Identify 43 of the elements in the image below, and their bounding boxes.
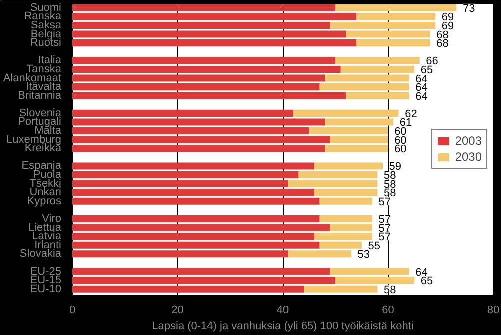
total-label: 57 xyxy=(378,196,392,208)
bar xyxy=(330,22,436,30)
total-label: 55 xyxy=(368,240,381,252)
x-axis-title: Lapsia (0-14) ja vanhuksia (yli 65) 100 työikäistä kohti xyxy=(152,320,414,332)
total-label: 68 xyxy=(436,38,449,50)
bar xyxy=(320,198,372,205)
total-label: 58 xyxy=(384,284,396,296)
legend-label: 2030 xyxy=(455,150,482,164)
legend-label: 2003 xyxy=(455,134,482,148)
y-tick-label: Tanska xyxy=(26,63,62,76)
bar xyxy=(320,215,372,222)
bar xyxy=(72,162,315,170)
bar xyxy=(72,286,304,293)
y-tick-label: Kypros xyxy=(27,195,62,208)
bar xyxy=(336,57,420,64)
total-label: 60 xyxy=(394,144,407,156)
bar xyxy=(314,162,383,170)
bar xyxy=(72,198,320,205)
y-tick-label: Espanja xyxy=(22,160,62,172)
x-tick-label: 0 xyxy=(69,304,76,316)
bar xyxy=(72,92,346,100)
bar xyxy=(72,22,330,30)
total-label: 65 xyxy=(420,276,434,288)
y-tick-label: Slovakia xyxy=(20,248,62,260)
y-tick-label: Britannia xyxy=(18,90,62,102)
total-label: 64 xyxy=(416,90,428,103)
bar xyxy=(298,171,378,179)
x-tick-label: 80 xyxy=(487,304,500,316)
y-tick-label: Viro xyxy=(42,212,62,225)
x-tick-label: 40 xyxy=(276,304,290,316)
x-tick-label: 20 xyxy=(172,304,184,316)
x-tick-label: 60 xyxy=(382,304,394,316)
y-tick-label: Ruotsi xyxy=(30,37,62,50)
bar xyxy=(304,286,378,293)
y-tick-label: Portugali xyxy=(18,116,62,128)
bar xyxy=(72,215,320,222)
bar xyxy=(346,92,410,100)
y-tick-label: EU-10 xyxy=(30,283,62,296)
total-label: 73 xyxy=(462,2,476,15)
bar xyxy=(72,57,336,64)
total-label: 57 xyxy=(378,232,392,244)
bar xyxy=(72,171,299,179)
total-label: 53 xyxy=(358,249,370,262)
